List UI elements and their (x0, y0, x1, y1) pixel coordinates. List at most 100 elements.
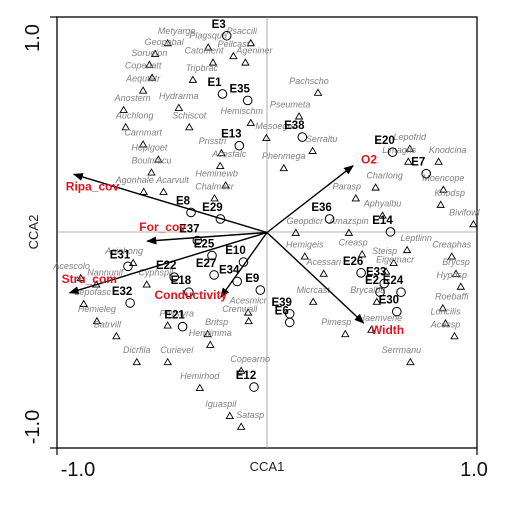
species-label-hemischm: Hemischm (221, 106, 264, 116)
species-marker-tripbrac (188, 75, 198, 83)
site-label-e13: E13 (221, 129, 241, 141)
site-marker-e24 (396, 287, 406, 298)
species-marker-pimesp (341, 329, 350, 338)
site-marker-e7 (421, 168, 432, 179)
site-label-e12: E12 (236, 370, 256, 382)
species-label-pseumeta: Pseumeta (270, 100, 311, 110)
species-label-geopdicr: Geopdicr (287, 216, 325, 226)
species-label-limagris: Limagris (382, 145, 417, 155)
site-marker-e14 (385, 227, 396, 237)
species-label-hemigeis: Hemigeis (286, 240, 324, 250)
species-label-hemiimma: Hemiimma (189, 328, 232, 338)
site-label-e24: E24 (383, 275, 404, 287)
species-label-pachscho: Pachscho (289, 76, 329, 86)
species-marker-acesfalc (215, 161, 225, 170)
species-label-apishong: Apishong (104, 246, 143, 256)
y-tick-label-min: -1.0 (22, 410, 44, 444)
site-label-e10: E10 (225, 245, 245, 257)
species-label-boulmacu: Boulmacu (131, 156, 171, 166)
species-marker-hemischm (246, 118, 256, 126)
species-marker-copearno (236, 366, 246, 374)
site-layer: E3 E1 E35 E38 E13 E20 E7 E8 E29 E36 E14 E37 E25 E10 E3… (110, 19, 432, 392)
site-label-e27: E27 (196, 258, 216, 270)
y-tick-label-max: 1.0 (22, 24, 44, 52)
site-label-e33: E33 (366, 267, 386, 279)
species-marker-knodcina (434, 157, 443, 165)
species-label-carnmart: Carnmart (124, 128, 162, 138)
species-marker-amazspin (344, 228, 354, 236)
env-arrow-conductivity (220, 232, 268, 298)
species-marker-hydrarma (174, 103, 184, 111)
species-marker-serrmanu (406, 357, 415, 366)
species-label-brycsp: Brycsp (442, 257, 470, 267)
species-label-pellcast: Pellcast (218, 39, 250, 49)
species-label-crenwall: Crenwall (222, 304, 258, 314)
species-label-batrvill: Batrvill (94, 319, 122, 329)
species-label-nannunif: Nannunif (87, 268, 125, 278)
species-label-iguaspil: Iguaspil (205, 399, 237, 409)
site-marker-e21 (177, 321, 188, 332)
species-marker-roebaffi (438, 303, 448, 312)
species-marker-geopdicr (291, 228, 301, 236)
species-label-plagsqua: Plagsqua (189, 31, 227, 41)
species-marker-haemvene (367, 325, 376, 333)
species-marker-charlong (371, 183, 380, 191)
env-arrow-stru-com (68, 231, 268, 295)
species-marker-creaphas (447, 252, 457, 260)
species-label-pimesp: Pimesp (321, 317, 351, 327)
x-tick-label-min: -1.0 (61, 459, 95, 481)
species-marker-leptlinn (402, 245, 412, 254)
species-marker-satasp (236, 422, 246, 430)
species-marker-curievel (163, 357, 172, 366)
species-marker-hyphsp (456, 282, 466, 290)
species-label-hoplgoet: Hoplgoet (131, 143, 168, 153)
site-label-e3: E3 (212, 19, 226, 31)
site-label-e7: E7 (411, 157, 425, 169)
species-marker-boulmacu (147, 168, 156, 176)
species-label-eigemacr: Eigemacr (376, 255, 415, 265)
species-marker-catoment (208, 58, 218, 66)
species-label-serrmanu: Serrmanu (382, 345, 422, 355)
site-marker-e36 (324, 214, 335, 224)
site-label-e6: E6 (275, 305, 289, 317)
species-label-geopabal: Geopabal (145, 37, 185, 47)
site-marker-e22 (169, 272, 179, 282)
species-marker-mesoegre (262, 133, 271, 142)
species-label-dicrfila: Dicrfila (123, 345, 151, 355)
species-marker-anostern (119, 105, 128, 113)
species-label-britsp: Britsp (205, 317, 228, 327)
site-label-e25: E25 (194, 239, 215, 251)
site-marker-e3 (221, 30, 232, 41)
species-marker-pseumeta (294, 112, 304, 120)
species-label-knodcina: Knodcina (429, 145, 467, 155)
site-label-e14: E14 (372, 215, 393, 227)
species-marker-steisp (389, 258, 398, 266)
site-label-e38: E38 (284, 120, 305, 132)
species-label-creasp: Creasp (339, 237, 368, 247)
site-marker-e27 (209, 270, 219, 280)
species-marker-acesmicr (243, 308, 253, 316)
env-label-conductivity: Conductivity (154, 288, 227, 302)
species-label-loncilis: Loncilis (430, 306, 461, 316)
site-marker-e13 (234, 140, 245, 151)
x-axis-label: CCA1 (250, 459, 285, 474)
site-label-e34: E34 (219, 264, 240, 276)
species-marker-hemirhod (195, 383, 205, 391)
species-label-roebaffi: Roebaffi (435, 291, 470, 301)
species-label-curievel: Curievel (160, 345, 194, 355)
site-label-e2: E2 (365, 275, 379, 287)
env-arrow-o2 (266, 165, 354, 234)
species-marker-schiscot (185, 122, 194, 131)
species-marker-chalmacr (210, 194, 219, 202)
species-label-phenmega: Phenmega (262, 151, 306, 161)
species-marker-serraltu (308, 146, 317, 154)
species-label-hyphsp: Hyphsp (437, 270, 468, 280)
species-marker-cyphspil (142, 280, 151, 288)
species-label-moencope: Moencope (422, 173, 464, 183)
y-axis-label: CCA2 (26, 215, 41, 250)
site-marker-e38 (297, 132, 308, 142)
site-label-e26: E26 (343, 256, 363, 268)
species-marker-eigemacr (381, 267, 391, 275)
site-marker-e20 (387, 147, 398, 157)
